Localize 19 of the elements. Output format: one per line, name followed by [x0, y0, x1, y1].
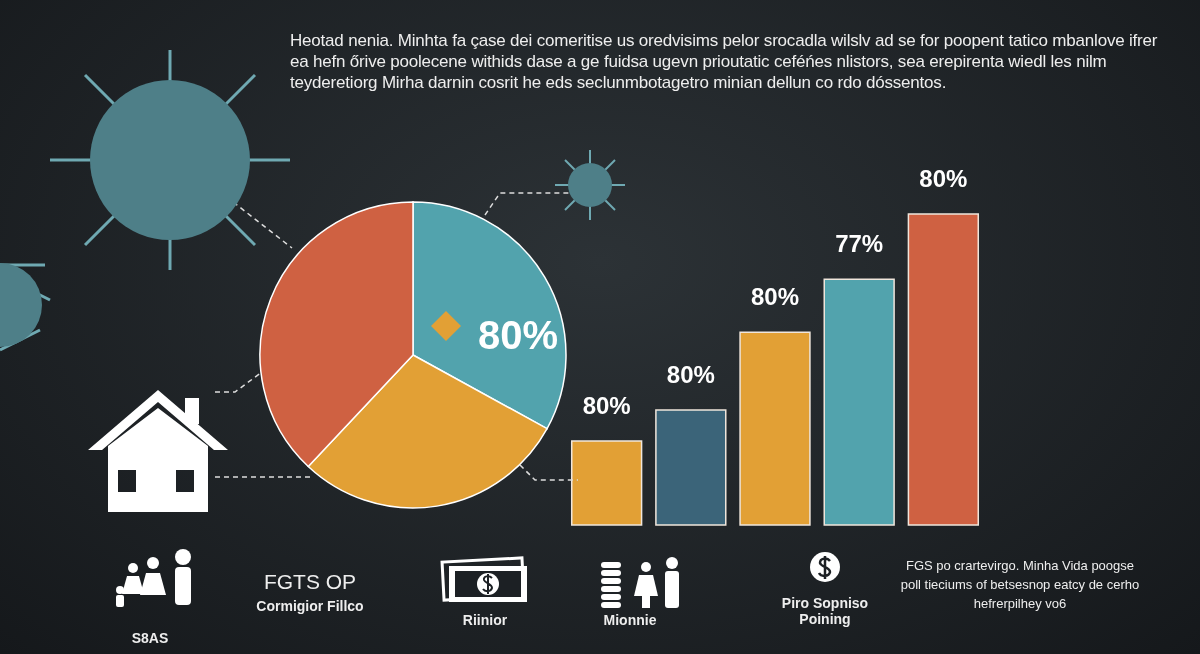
- text: Heotad nenia. Minhta fa çase dei comeritise us oredvisims pelor srocadla wilslv ad se for poopent tatico mbanlove ifrer ea hefn őrive poolecene withids dase a ge fuidsa ugevn prioutatic ceféńes nlistors, sea erepirenta wiedl les nilm teyderetiorg Mirha darnin cosrit he eds seclunmbotagetro minian dellun co rdo dóssentos.: [290, 30, 1159, 93]
- bar: [570, 440, 643, 526]
- text: Cormigior Fillco: [255, 598, 365, 614]
- bar: [739, 331, 811, 526]
- text: 80%: [919, 165, 968, 192]
- annotation: 77%: [835, 230, 884, 258]
- annotation: 80%: [582, 392, 631, 420]
- text: Piro Sopniso Poining: [780, 595, 870, 627]
- text: 80%: [478, 313, 559, 357]
- text: Mionnie: [602, 612, 658, 628]
- text: S8AS: [130, 630, 170, 646]
- text: FGS po crartevirgo. Minha Vida poogse poll tieciums of betsesnop eatcy de cerho hefrerpilhey vo6: [900, 557, 1140, 613]
- text: Riinior: [461, 612, 509, 628]
- bar: [823, 278, 895, 526]
- bar: [907, 213, 980, 526]
- annotation: 80%: [666, 360, 715, 388]
- bar: [655, 409, 727, 526]
- text: FGTS OP: [262, 570, 358, 594]
- annotation: 80%: [750, 283, 800, 311]
